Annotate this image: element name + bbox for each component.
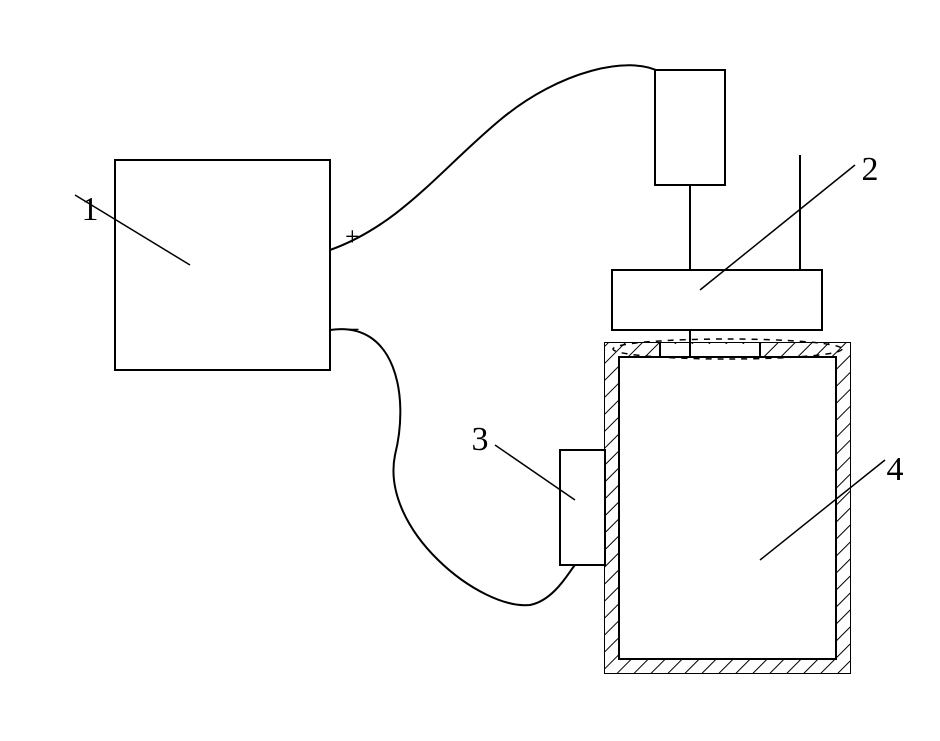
- callout-3: 3: [472, 421, 489, 458]
- plus-terminal-label: +: [345, 222, 360, 251]
- container-wall-hatch: [605, 343, 850, 673]
- container-inner: [619, 357, 836, 659]
- callout-1: 1: [82, 191, 99, 228]
- head-assembly: [612, 270, 822, 330]
- component-top: [655, 70, 725, 185]
- side-component: [560, 450, 605, 565]
- callout-4: 4: [887, 451, 904, 488]
- lid-slot-mask: [660, 344, 760, 356]
- leader-l4: [760, 460, 885, 560]
- callout-2: 2: [862, 151, 879, 188]
- power-supply-box: [115, 160, 330, 370]
- wire-negative: [330, 329, 575, 605]
- wire-positive: [330, 65, 660, 250]
- container-outer: [605, 343, 850, 673]
